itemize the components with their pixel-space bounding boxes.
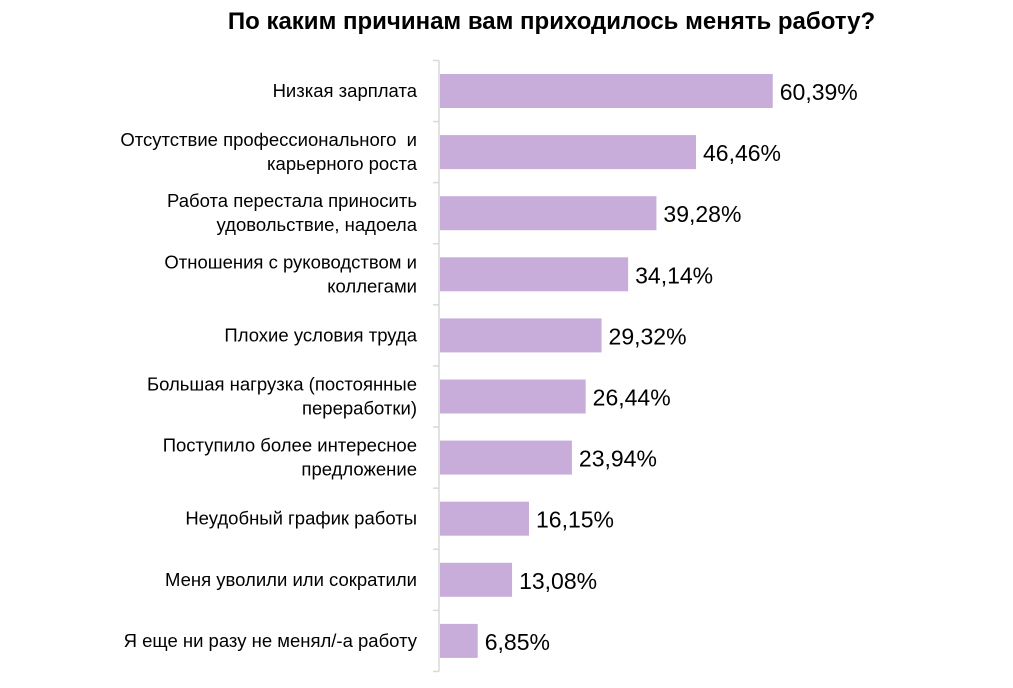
category-label: Поступило более интересное xyxy=(163,435,417,456)
chart-title: По каким причинам вам приходилось менять… xyxy=(227,8,876,35)
data-label: 26,44% xyxy=(593,385,671,411)
category-label: Работа перестала приносить xyxy=(167,190,417,211)
data-label: 29,32% xyxy=(609,323,687,349)
category-label: Неудобный график работы xyxy=(185,508,417,529)
data-label: 46,46% xyxy=(703,140,781,166)
bar xyxy=(440,318,602,353)
category-label: переработки) xyxy=(302,398,417,419)
category-label: Я еще ни разу не менял/-а работу xyxy=(124,630,418,651)
category-label: удовольствие, надоела xyxy=(217,214,418,235)
category-label: Отсутствие профессионального и xyxy=(120,129,417,150)
category-label: Большая нагрузка (постоянные xyxy=(147,374,417,395)
data-label: 13,08% xyxy=(519,568,597,594)
bar xyxy=(440,440,572,475)
data-label: 6,85% xyxy=(485,629,550,655)
bar xyxy=(440,135,696,170)
bar xyxy=(440,74,773,108)
category-label: предложение xyxy=(301,459,417,480)
bar xyxy=(440,379,586,414)
category-label: Низкая зарплата xyxy=(273,80,418,101)
category-label: карьерного роста xyxy=(267,153,418,174)
bar xyxy=(440,196,657,231)
bar xyxy=(440,562,513,597)
data-label: 34,14% xyxy=(635,262,713,288)
data-label: 16,15% xyxy=(536,507,614,533)
data-label: 23,94% xyxy=(579,446,657,472)
bar xyxy=(440,501,529,536)
category-label: Отношения с руководством и xyxy=(164,251,417,272)
category-label: коллегами xyxy=(327,275,417,296)
data-label: 39,28% xyxy=(663,201,741,227)
category-label: Меня уволили или сократили xyxy=(165,569,417,590)
bar xyxy=(440,623,478,658)
data-label: 60,39% xyxy=(780,79,858,105)
category-label: Плохие условия труда xyxy=(224,324,417,345)
bar xyxy=(440,257,629,292)
